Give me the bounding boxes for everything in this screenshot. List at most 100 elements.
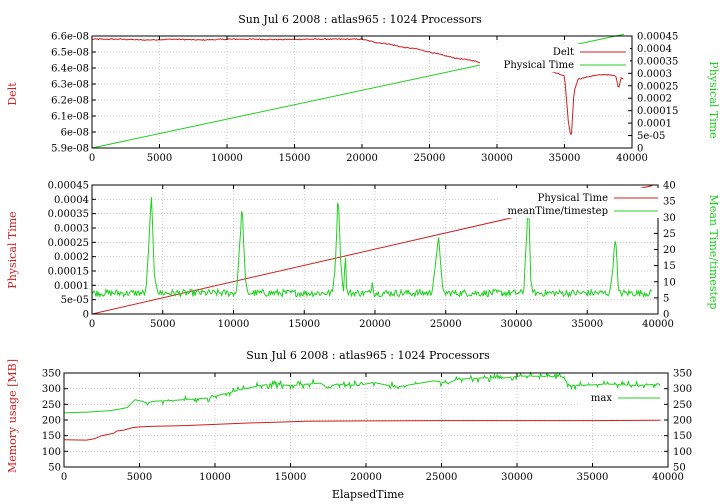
x-tick-label: 5000 — [150, 319, 175, 330]
y-tick-label: 200 — [42, 416, 61, 427]
y-tick-label: 100 — [42, 447, 61, 458]
y2-tick-label: 0.0004 — [637, 44, 672, 55]
panel-1-legend-box — [480, 44, 630, 72]
y-tick-label: 0.00025 — [48, 238, 89, 249]
x-tick-label: 30000 — [481, 153, 513, 164]
legend-label-max: max — [591, 393, 612, 404]
y-tick-label: 6.6e-08 — [51, 32, 89, 43]
panel-2-y2label: Mean Time/timestep — [707, 195, 720, 310]
x-tick-label: 35000 — [549, 153, 581, 164]
panel-3-legend: max — [580, 388, 664, 406]
x-tick-label: 30000 — [501, 472, 533, 483]
panel-1-grid — [92, 36, 632, 148]
panel-1-ylabel: Delt — [6, 82, 19, 106]
y-tick-label: 250 — [42, 400, 61, 411]
x-tick-label: 15000 — [279, 153, 311, 164]
y2-tick-label: 0.00015 — [637, 106, 678, 117]
y2-tick-label: 10 — [663, 277, 676, 288]
panel-3-ylabel: Memory usage [MB] — [6, 359, 19, 473]
y2-tick-label: 5e-05 — [637, 131, 665, 142]
y2-tick-label: 30 — [663, 213, 676, 224]
panel-3-title: Sun Jul 6 2008 : atlas965 : 1024 Process… — [246, 349, 490, 362]
x-tick-label: 10000 — [199, 472, 231, 483]
panel-3-ticks: 0 5000 10000 15000 20000 25000 30000 35000 40000… — [42, 369, 692, 484]
x-tick-label: 40000 — [616, 153, 648, 164]
x-tick-label: 25000 — [426, 472, 458, 483]
panel-1-ticks: 0 5000 10000 15000 20000 25000 30000 35000 40000… — [51, 32, 678, 165]
series-line-meantime-timestep — [91, 196, 653, 299]
panel-3-series — [63, 371, 661, 441]
y-tick-label: 350 — [42, 369, 61, 380]
panel-3-xlabel: ElapsedTime — [332, 488, 404, 501]
x-tick-label: 40000 — [642, 319, 674, 330]
y-tick-label: 6.5e-08 — [51, 48, 89, 59]
y2-tick-label: 0 — [663, 310, 669, 321]
x-tick-label: 5000 — [127, 472, 152, 483]
y-tick-label: 6.4e-08 — [51, 64, 89, 75]
y2-tick-label: 40 — [663, 181, 676, 192]
y2-tick-label: 0.0003 — [637, 69, 672, 80]
series-line-max — [64, 371, 661, 414]
legend-label-physical-time: Physical Time — [504, 60, 574, 71]
panel-2-legend-box — [500, 188, 662, 218]
panel-2-legend: Physical Time meanTime/timestep — [500, 188, 662, 218]
y2-tick-label: 0.00045 — [637, 32, 678, 43]
y2-tick-label: 20 — [663, 245, 676, 256]
y-tick-label: 300 — [42, 384, 61, 395]
y-tick-label: 0.0003 — [54, 224, 89, 235]
panel-1-y2label: Physical Time — [707, 61, 720, 138]
chart-panel-2: 0 5000 10000 15000 20000 25000 30000 35000 40000… — [6, 181, 720, 331]
y2-tick-label: 5 — [663, 293, 669, 304]
panel-1-title: Sun Jul 6 2008 : atlas965 : 1024 Process… — [238, 13, 482, 26]
y2-tick-label: 0.0001 — [637, 119, 672, 130]
y-tick-label: 0.00045 — [48, 181, 89, 192]
x-tick-label: 5000 — [147, 153, 172, 164]
x-tick-label: 25000 — [430, 319, 462, 330]
x-tick-label: 25000 — [414, 153, 446, 164]
y-tick-label: 50 — [48, 463, 61, 474]
x-tick-label: 40000 — [652, 472, 684, 483]
y2-tick-label: 25 — [663, 229, 676, 240]
panel-3-grid — [64, 373, 668, 467]
y-tick-label: 0.00015 — [48, 267, 89, 278]
y2-tick-label: 350 — [673, 369, 692, 380]
y-tick-label: 5e-05 — [61, 295, 89, 306]
x-tick-label: 10000 — [218, 319, 250, 330]
x-tick-label: 15000 — [288, 319, 320, 330]
x-tick-label: 35000 — [577, 472, 609, 483]
series-line-avg — [63, 419, 661, 441]
y2-tick-label: 0.00035 — [637, 56, 678, 67]
y-tick-label: 6.2e-08 — [51, 96, 89, 107]
y-tick-label: 0.0002 — [54, 252, 89, 263]
x-tick-label: 10000 — [211, 153, 243, 164]
panel-3-legend-box — [580, 388, 664, 406]
y-tick-label: 5.9e-08 — [51, 144, 89, 155]
y2-tick-label: 150 — [673, 431, 692, 442]
y-tick-label: 0.0004 — [54, 195, 89, 206]
legend-label-mean-time: meanTime/timestep — [507, 206, 608, 217]
y2-tick-label: 0.0002 — [637, 94, 672, 105]
y2-tick-label: 0.00025 — [637, 81, 678, 92]
y2-tick-label: 35 — [663, 197, 676, 208]
x-tick-label: 0 — [61, 472, 67, 483]
y2-tick-label: 100 — [673, 447, 692, 458]
chart-panel-1: Sun Jul 6 2008 : atlas965 : 1024 Process… — [6, 13, 720, 164]
x-tick-label: 20000 — [346, 153, 378, 164]
legend-label-physical-time-2: Physical Time — [538, 193, 608, 204]
y2-tick-label: 200 — [673, 416, 692, 427]
panel-1-legend: Delt Physical Time — [480, 44, 630, 72]
x-tick-label: 15000 — [275, 472, 307, 483]
x-tick-label: 0 — [89, 319, 95, 330]
y-tick-label: 6.1e-08 — [51, 112, 89, 123]
x-tick-label: 35000 — [571, 319, 603, 330]
chart-panel-3: Sun Jul 6 2008 : atlas965 : 1024 Process… — [6, 349, 692, 501]
y2-tick-label: 250 — [673, 400, 692, 411]
y-tick-label: 0 — [83, 310, 89, 321]
y-tick-label: 0.0001 — [54, 281, 89, 292]
y-tick-label: 150 — [42, 431, 61, 442]
y2-tick-label: 15 — [663, 261, 676, 272]
x-tick-label: 0 — [89, 153, 95, 164]
y2-tick-label: 300 — [673, 384, 692, 395]
panel-2-ticks: 0 5000 10000 15000 20000 25000 30000 35000 40000… — [48, 181, 676, 331]
y-tick-label: 0.00035 — [48, 209, 89, 220]
